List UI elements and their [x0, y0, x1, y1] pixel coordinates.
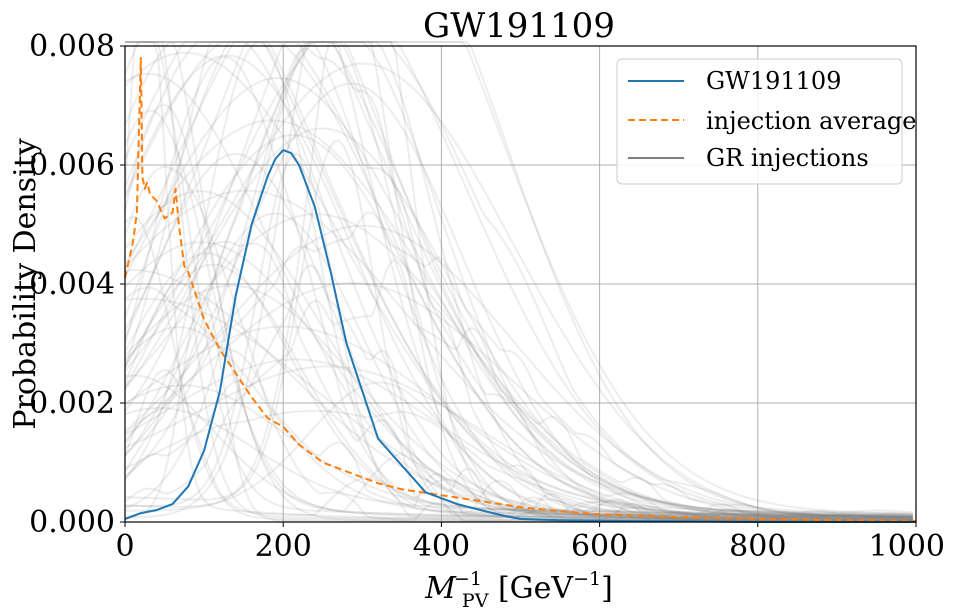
x-label-sub: PV: [462, 590, 489, 612]
gr-injection-curve: [124, 264, 913, 521]
series-line-injection-average: [124, 56, 917, 522]
gr-injection-curve: [124, 41, 913, 520]
gr-injection-curve: [124, 325, 913, 523]
gr-injection-curve: [124, 41, 913, 517]
gr-injection-curve: [124, 258, 913, 521]
gr-injection-curve: [124, 41, 913, 519]
x-tick-label: 0: [115, 529, 134, 564]
gr-injection-curve: [125, 381, 913, 520]
y-tick-label: 0.008: [29, 29, 115, 64]
gr-injection-curve: [124, 281, 913, 523]
legend-box: [616, 58, 903, 185]
gr-injection-curve: [125, 41, 913, 517]
gr-injection-curve: [124, 152, 913, 518]
gr-injection-curve: [124, 215, 913, 522]
x-label-sup: −1: [454, 568, 482, 590]
gr-injection-curve: [124, 326, 913, 520]
x-tick-label: 200: [255, 529, 312, 564]
gr-injection-curve: [124, 82, 913, 521]
y-tick-label: 0.000: [29, 505, 115, 540]
gr-injection-curve: [124, 152, 913, 519]
chart-title: GW191109: [423, 6, 615, 46]
gr-injection-curve: [124, 384, 913, 518]
x-label-base: M: [424, 571, 457, 606]
y-axis-label: Probability Density: [8, 138, 43, 429]
y-tick-label: 0.002: [29, 386, 115, 421]
series-line-gw191109: [124, 149, 916, 523]
gr-injection-curve: [124, 252, 913, 518]
x-tick-label: 800: [729, 529, 786, 564]
gr-injection-curve: [124, 189, 913, 518]
gr-injection-curve: [124, 358, 913, 519]
gr-injection-curve: [124, 165, 913, 523]
y-tick-label: 0.004: [29, 267, 115, 302]
gr-injection-curve: [124, 134, 913, 519]
gr-injection-curve: [125, 41, 913, 515]
gr-injection-curve: [124, 211, 913, 516]
y-tick-label: 0.006: [29, 148, 115, 183]
legend-label-gr-injections: GR injections: [706, 144, 869, 172]
gr-injection-curve: [124, 407, 913, 517]
gr-injection-curve: [125, 41, 913, 523]
x-label-unit-close: ]: [601, 571, 613, 606]
x-tick-label: 400: [413, 529, 470, 564]
legend: GW191109 injection average GR injections: [616, 58, 917, 185]
x-tick-label: 1000: [869, 529, 945, 564]
gr-injection-curve: [124, 41, 913, 519]
x-label-unit-open: [GeV: [488, 571, 574, 606]
gr-injection-curve: [124, 41, 913, 519]
gr-injection-curve: [124, 41, 913, 518]
gr-injection-curve: [124, 54, 913, 522]
x-ticks: 0 200 400 600 800 1000: [115, 522, 945, 564]
y-ticks: 0.000 0.002 0.004 0.006 0.008: [29, 29, 125, 540]
gr-injection-curve: [124, 41, 913, 514]
legend-label-gw191109: GW191109: [706, 67, 841, 95]
gr-injection-curve: [124, 241, 913, 523]
gr-injection-curve: [124, 224, 913, 519]
gr-injection-curve: [124, 62, 913, 523]
gr-injection-curve: [124, 55, 913, 518]
gr-injection-curve: [124, 41, 913, 515]
gr-injection-curve: [124, 212, 913, 519]
gr-injection-curve: [124, 127, 913, 519]
series-group: [124, 56, 917, 523]
x-label-unit-sup: −1: [573, 568, 601, 590]
legend-label-injection-average: injection average: [706, 107, 917, 135]
gr-injection-curve: [124, 41, 913, 518]
gr-injection-curve: [124, 374, 913, 520]
gr-injection-curve: [124, 119, 913, 521]
x-tick-label: 600: [571, 529, 628, 564]
gr-injection-curve: [124, 240, 913, 520]
gr-injection-curve: [124, 263, 913, 520]
gr-injection-curve: [124, 76, 913, 515]
gr-injection-curve: [124, 139, 913, 517]
gr-injection-curve: [124, 41, 913, 519]
x-axis-label: M−1 PV [GeV−1]: [424, 568, 613, 612]
